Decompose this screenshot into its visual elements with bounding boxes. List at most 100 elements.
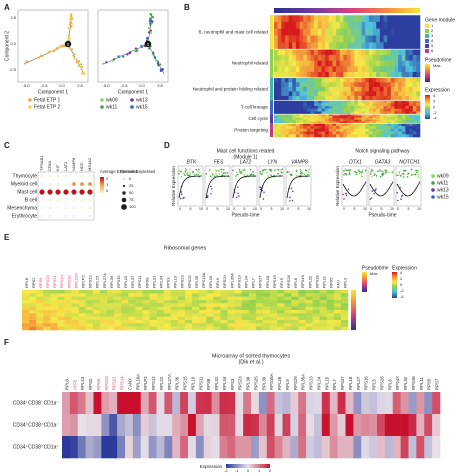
heat-cell — [383, 21, 388, 29]
gene-label: RPS12 — [151, 376, 156, 390]
heat-cell — [325, 21, 330, 29]
cell-dot — [218, 173, 221, 175]
heat-cell — [325, 128, 330, 132]
heat-cell — [390, 86, 395, 92]
heat-cell — [299, 49, 304, 56]
heat-cell — [405, 128, 410, 132]
heat-cell — [142, 296, 150, 301]
heat-cell — [121, 306, 129, 311]
heat-cell — [357, 15, 362, 23]
heat-cell — [361, 111, 366, 115]
legend-label: Fetal ETP 1 — [34, 97, 61, 103]
heat-cell — [288, 86, 293, 92]
cell-dot — [343, 170, 345, 172]
heat-cell — [368, 108, 373, 112]
heat-cell — [319, 306, 328, 311]
heat-cell — [328, 100, 333, 104]
gene-label: RPS15A — [269, 373, 274, 390]
heat-cell — [312, 320, 320, 324]
heat-cell — [347, 111, 351, 115]
heat-cell — [390, 126, 395, 130]
heat-cell — [347, 131, 351, 135]
heat-cell — [354, 35, 359, 43]
heat-cell — [206, 313, 214, 317]
heat-cell — [321, 134, 326, 138]
heat-cell — [340, 290, 349, 294]
heat-cell — [306, 54, 311, 61]
heat-cell — [255, 306, 264, 311]
heat-cell — [365, 42, 370, 50]
heat-cell — [357, 21, 362, 29]
heat-cell — [227, 392, 236, 415]
heat-cell — [156, 290, 165, 294]
heat-cell — [64, 296, 72, 301]
heat-cell — [368, 77, 373, 83]
heat-cell — [394, 54, 399, 61]
cell-dot — [220, 168, 222, 171]
heat-cell — [354, 54, 359, 61]
heat-cell — [262, 326, 271, 331]
trend-line — [369, 181, 394, 197]
cell-dot — [184, 174, 186, 177]
heat-cell — [379, 103, 384, 107]
heat-cell — [328, 42, 333, 50]
heat-cell — [303, 117, 308, 120]
heat-cell — [340, 313, 349, 317]
heat-cell — [361, 134, 366, 138]
legend-label: wk15 — [136, 104, 148, 110]
heat-cell — [387, 111, 392, 115]
heat-cell — [199, 293, 207, 297]
heat-cell — [321, 128, 326, 132]
heat-cell — [262, 316, 271, 321]
heat-cell — [347, 95, 351, 101]
dot — [73, 207, 75, 209]
heat-cell — [333, 326, 342, 331]
heat-cell — [416, 436, 425, 459]
heat-cell — [416, 82, 421, 88]
heat-cell — [163, 300, 172, 304]
heat-cell — [332, 131, 337, 135]
heat-cell — [412, 28, 417, 36]
heat-cell — [387, 123, 392, 127]
heat-cell — [241, 316, 250, 321]
heat-cell — [299, 103, 304, 107]
heat-cell — [288, 15, 293, 23]
heat-cell — [416, 123, 421, 127]
heat-cell — [314, 86, 319, 92]
heat-cell — [255, 296, 264, 301]
heat-cell — [347, 134, 351, 138]
heat-cell — [192, 323, 200, 327]
heat-cell — [314, 28, 319, 36]
heat-cell — [170, 310, 179, 314]
heat-cell — [170, 326, 179, 331]
dot — [88, 206, 92, 210]
heat-cell — [372, 108, 377, 112]
heat-cell — [409, 134, 413, 138]
heat-cell — [416, 131, 421, 135]
heat-cell — [85, 316, 94, 321]
heat-cell — [317, 35, 322, 43]
heat-cell — [192, 316, 200, 321]
heat-cell — [354, 119, 359, 122]
heat-cell — [350, 105, 355, 110]
heat-cell — [361, 28, 366, 36]
cell-dot — [273, 174, 275, 177]
heat-cell — [343, 28, 348, 36]
heat-cell — [398, 114, 403, 117]
heat-cell — [405, 82, 410, 88]
heat-cell — [310, 77, 315, 83]
pseudotime-bar — [351, 290, 356, 330]
gene-label: RPL13 — [80, 376, 85, 390]
heat-cell — [71, 300, 79, 304]
heat-cell — [336, 114, 340, 117]
heat-cell — [412, 126, 417, 130]
heat-cell — [328, 116, 333, 119]
heat-cell — [163, 323, 172, 327]
legend-label: Max — [433, 63, 441, 68]
heat-cell — [135, 323, 143, 327]
heat-cell — [156, 300, 165, 304]
legend-gradient — [226, 464, 270, 468]
heat-cell — [149, 310, 157, 314]
branch-label: 1 — [67, 41, 70, 46]
cell-dot — [360, 170, 362, 173]
